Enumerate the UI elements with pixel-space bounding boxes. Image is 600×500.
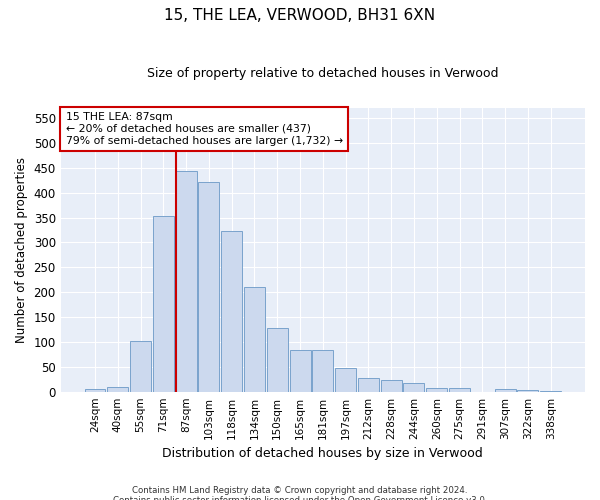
Bar xyxy=(176,171,197,392)
Bar xyxy=(130,342,151,392)
Bar xyxy=(449,388,470,392)
Bar xyxy=(403,382,424,392)
Bar xyxy=(517,390,538,392)
Bar xyxy=(358,378,379,392)
Bar xyxy=(267,328,288,392)
Text: Contains HM Land Registry data © Crown copyright and database right 2024.: Contains HM Land Registry data © Crown c… xyxy=(132,486,468,495)
Bar xyxy=(540,390,561,392)
Y-axis label: Number of detached properties: Number of detached properties xyxy=(15,157,28,343)
Bar xyxy=(313,350,334,392)
Bar xyxy=(335,368,356,392)
Bar xyxy=(199,182,220,392)
Bar xyxy=(221,232,242,392)
Bar xyxy=(153,216,174,392)
Bar xyxy=(244,287,265,392)
Bar xyxy=(290,350,311,392)
Text: 15, THE LEA, VERWOOD, BH31 6XN: 15, THE LEA, VERWOOD, BH31 6XN xyxy=(164,8,436,22)
Bar xyxy=(381,380,401,392)
Bar xyxy=(85,389,106,392)
Bar xyxy=(426,388,447,392)
X-axis label: Distribution of detached houses by size in Verwood: Distribution of detached houses by size … xyxy=(163,447,483,460)
Text: Contains public sector information licensed under the Open Government Licence v3: Contains public sector information licen… xyxy=(113,496,487,500)
Title: Size of property relative to detached houses in Verwood: Size of property relative to detached ho… xyxy=(147,68,499,80)
Text: 15 THE LEA: 87sqm
← 20% of detached houses are smaller (437)
79% of semi-detache: 15 THE LEA: 87sqm ← 20% of detached hous… xyxy=(66,112,343,146)
Bar xyxy=(494,389,515,392)
Bar xyxy=(107,386,128,392)
